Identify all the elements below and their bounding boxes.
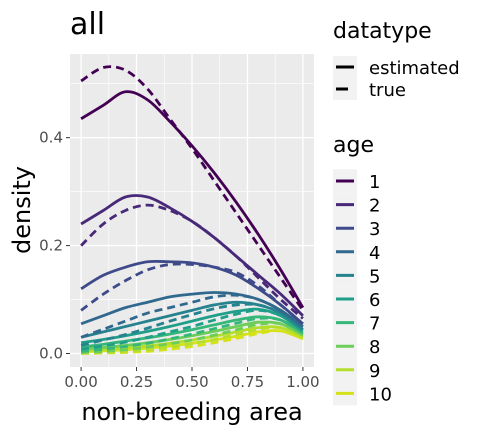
series-line-age-3-true: [80, 262, 304, 325]
series-line-age-2-estimated: [80, 194, 304, 317]
legend-age: age 1 23 45 6 78 910: [333, 133, 392, 405]
series-line-age-6-estimated: [80, 307, 304, 345]
legend-label-age-2: 2: [369, 196, 380, 217]
chart-title: all: [70, 7, 105, 42]
x-tick-label: 0.50: [175, 373, 208, 391]
legend-label-age-5: 5: [369, 266, 380, 287]
x-tick-label: 0.75: [231, 373, 264, 391]
legend-label-age-4: 4: [369, 243, 380, 264]
legend-label-age-6: 6: [369, 290, 380, 311]
series-line-age-7-estimated: [80, 315, 304, 349]
series-line-age-2-true: [80, 203, 304, 320]
legend-label-age-9: 9: [369, 361, 380, 382]
legend-label-age-3: 3: [369, 219, 380, 240]
series-line-age-8-estimated: [80, 320, 304, 351]
x-tick-label: 1.00: [286, 373, 319, 391]
y-tick-label: 0.0: [39, 345, 63, 363]
series-line-age-3-estimated: [80, 259, 304, 325]
legend-label-age-1: 1: [369, 172, 380, 193]
series-line-age-1-true: [80, 65, 305, 312]
legend-label-age-8: 8: [369, 337, 380, 358]
series-line-age-1-estimated: [80, 90, 305, 309]
legend-label-estimated: estimated: [369, 58, 460, 79]
legend-label-age-7: 7: [369, 314, 380, 335]
y-axis-label: density: [8, 166, 36, 254]
x-tick-label: 0.25: [120, 373, 153, 391]
legend-label-true: true: [369, 80, 406, 101]
legend-datatype-title: datatype: [333, 19, 432, 44]
y-tick-label: 0.2: [39, 237, 63, 255]
series-line-age-4-estimated: [80, 291, 304, 328]
y-tick-label: 0.4: [39, 129, 63, 147]
x-tick-label: 0.00: [64, 373, 97, 391]
legend-label-age-10: 10: [369, 384, 392, 405]
series-line-age-5-estimated: [80, 300, 304, 339]
axis-ticks: 0.00 0.25 0.50 0.75 1.00 0.0 0.2 0.4: [39, 129, 319, 391]
plot-series-lines: [80, 65, 305, 355]
series-line-age-8-true: [81, 321, 304, 354]
legend-age-title: age: [333, 133, 374, 158]
x-axis-label: non-breeding area: [81, 398, 302, 426]
series-line-age-4-true: [80, 293, 304, 339]
